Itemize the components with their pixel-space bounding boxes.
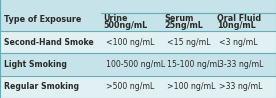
Text: >100 ng/mL: >100 ng/mL	[167, 82, 215, 91]
Text: 3-33 ng/mL: 3-33 ng/mL	[219, 60, 264, 69]
Bar	[0, 76, 276, 98]
Text: Second-Hand Smoke: Second-Hand Smoke	[4, 38, 94, 47]
Text: 25ng/mL: 25ng/mL	[164, 21, 203, 30]
Bar	[0, 0, 276, 31]
Text: 100-500 ng/mL: 100-500 ng/mL	[106, 60, 165, 69]
Text: <15 ng/mL: <15 ng/mL	[167, 38, 211, 47]
Bar	[0, 31, 276, 53]
Text: 500ng/mL: 500ng/mL	[104, 21, 148, 30]
Text: Type of Exposure: Type of Exposure	[4, 15, 81, 24]
Text: Regular Smoking: Regular Smoking	[4, 82, 79, 91]
Text: >500 ng/mL: >500 ng/mL	[106, 82, 155, 91]
Text: 15-100 ng/mL: 15-100 ng/mL	[167, 60, 221, 69]
Text: Serum: Serum	[164, 14, 193, 23]
Text: <100 ng/mL: <100 ng/mL	[106, 38, 155, 47]
Text: Urine: Urine	[104, 14, 128, 23]
Bar	[0, 53, 276, 76]
Text: <3 ng/mL: <3 ng/mL	[219, 38, 258, 47]
Text: >33 ng/mL: >33 ng/mL	[219, 82, 263, 91]
Text: Light Smoking: Light Smoking	[4, 60, 67, 69]
Text: 10ng/mL: 10ng/mL	[217, 21, 255, 30]
Text: Oral Fluid: Oral Fluid	[217, 14, 261, 23]
